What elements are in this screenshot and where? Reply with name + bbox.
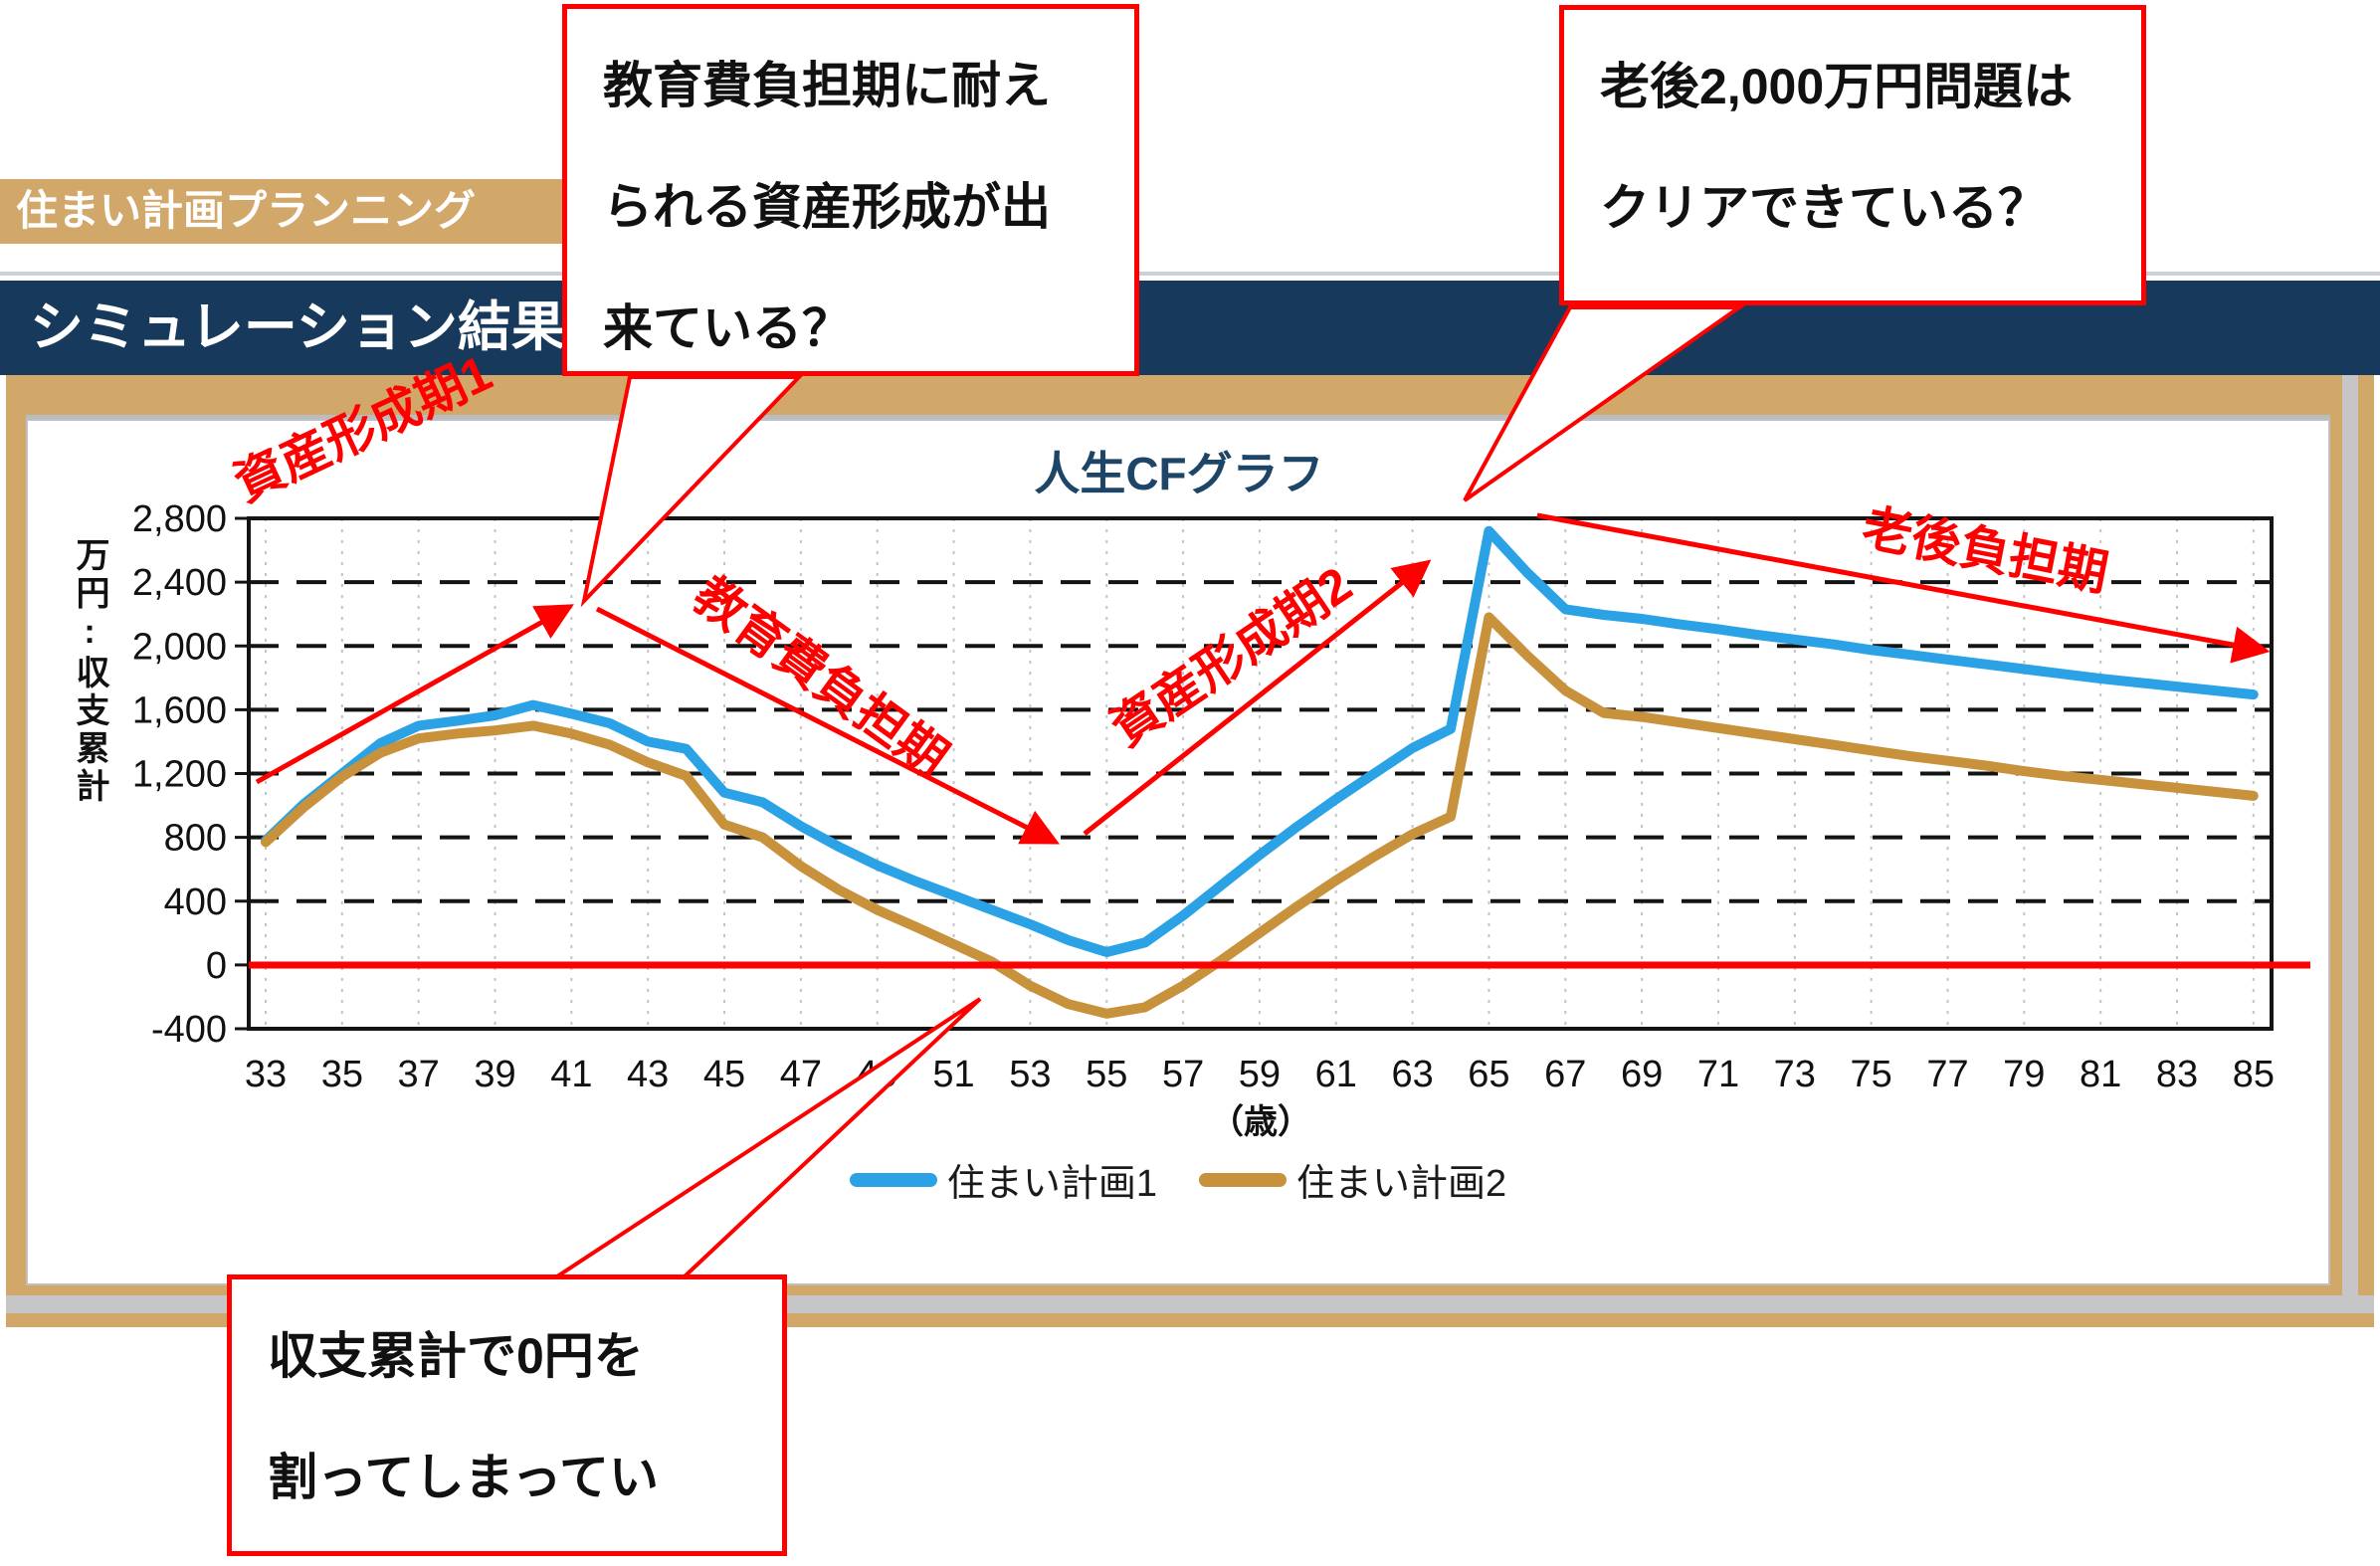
series-line-2: [261, 612, 2259, 1019]
callout-line: 割ってしまってい: [268, 1450, 659, 1505]
section-title: シミュレーション結果: [30, 297, 565, 357]
y-tick-label: 1,200: [132, 754, 227, 796]
x-tick-label: 61: [1315, 1054, 1357, 1095]
y-tick-label: 400: [164, 881, 227, 923]
legend-label-plan1: 住まい計画1: [946, 1163, 1157, 1205]
callout-tail-deficit: [550, 997, 982, 1278]
y-tick-label: 1,600: [132, 689, 227, 731]
y-axis-title: 万円:収支累計: [71, 537, 108, 806]
arrow-asset-phase-2: [1083, 559, 1432, 836]
x-tick-label: 71: [1697, 1054, 1739, 1095]
callout-line: 教育費負担期に耐え: [603, 58, 1051, 113]
callout-line: 収支累計で0円を: [268, 1328, 644, 1384]
annotation-asset-phase-1: 資産形成期1: [226, 345, 499, 512]
callout-deficit-zero: 収支累計で0円を 割ってしまってい: [227, 1274, 787, 1556]
chart-title: 人生CFグラフ: [1034, 448, 1324, 499]
y-tick-label: 0: [206, 945, 227, 987]
legend-item-plan1: 住まい計画1: [849, 1152, 1157, 1207]
app-title: 住まい計画プランニング: [16, 187, 477, 234]
x-tick-label: 83: [2156, 1054, 2198, 1095]
divider-line: [0, 272, 2380, 276]
x-tick-label: 81: [2080, 1054, 2121, 1095]
callout-line: クリアできている？: [1600, 180, 2048, 236]
x-tick-label: 47: [780, 1054, 822, 1095]
callout-line: られる資産形成が出: [603, 179, 1051, 235]
legend-swatch-plan2: [1199, 1172, 1287, 1187]
callout-education-burden: 教育費負担期に耐え られる資産形成が出 来ている？: [562, 4, 1139, 376]
annotation-education-burden: 教育費負担期: [684, 566, 958, 787]
x-tick-label: 37: [398, 1054, 440, 1095]
panel-shadow-top: [26, 415, 2330, 421]
callout-retirement-2000: 老後2,000万円問題は クリアできている？: [1559, 5, 2146, 305]
annotation-retirement-burden: 老後負担期: [1858, 499, 2112, 602]
arrow-retirement-burden: [1536, 512, 2271, 664]
x-tick-label: 77: [1926, 1054, 1968, 1095]
x-tick-label: 43: [627, 1054, 669, 1095]
x-tick-label: 69: [1621, 1054, 1663, 1095]
arrow-education-burden: [595, 606, 1061, 845]
x-tick-label: 79: [2003, 1054, 2045, 1095]
x-tick-label: 67: [1544, 1054, 1586, 1095]
callout-line: 老後2,000万円問題は: [1600, 59, 2074, 114]
y-tick-label: 800: [164, 818, 227, 860]
x-tick-label: 39: [474, 1054, 515, 1095]
series-line-1: [261, 525, 2259, 957]
x-tick-label: 63: [1391, 1054, 1433, 1095]
x-tick-label: 73: [1774, 1054, 1816, 1095]
x-tick-label: 53: [1009, 1054, 1051, 1095]
annotation-asset-phase-2: 資産形成期2: [1101, 556, 1362, 757]
x-tick-label: 35: [321, 1054, 363, 1095]
legend-item-plan2: 住まい計画2: [1199, 1152, 1506, 1207]
callout-tail-retirement: [1463, 305, 1746, 502]
chart-panel: [26, 419, 2330, 1285]
x-tick-label: 57: [1162, 1054, 1204, 1095]
y-tick-label: 2,000: [132, 626, 227, 668]
x-tick-label: 41: [550, 1054, 592, 1095]
x-tick-label: 75: [1850, 1054, 1891, 1095]
x-tick-label: 55: [1086, 1054, 1127, 1095]
arrow-asset-phase-1: [255, 604, 574, 785]
x-tick-label: 45: [703, 1054, 745, 1095]
y-tick-label: -400: [151, 1009, 227, 1051]
x-tick-label: 59: [1239, 1054, 1281, 1095]
callout-tail-education: [580, 375, 804, 608]
y-tick-label: 2,400: [132, 562, 227, 604]
x-axis-title: （歳）: [1210, 1103, 1311, 1141]
legend: 住まい計画1 住まい計画2: [26, 1152, 2330, 1207]
legend-label-plan2: 住まい計画2: [1296, 1163, 1507, 1205]
x-tick-label: 85: [2233, 1054, 2275, 1095]
x-tick-label: 33: [245, 1054, 287, 1095]
y-tick-label: 2,800: [132, 498, 227, 540]
frame-shadow-right: [2342, 375, 2358, 1295]
x-tick-label: 51: [932, 1054, 974, 1095]
legend-swatch-plan1: [849, 1172, 937, 1187]
callout-line: 来ている？: [603, 300, 852, 356]
x-tick-label: 65: [1468, 1054, 1509, 1095]
